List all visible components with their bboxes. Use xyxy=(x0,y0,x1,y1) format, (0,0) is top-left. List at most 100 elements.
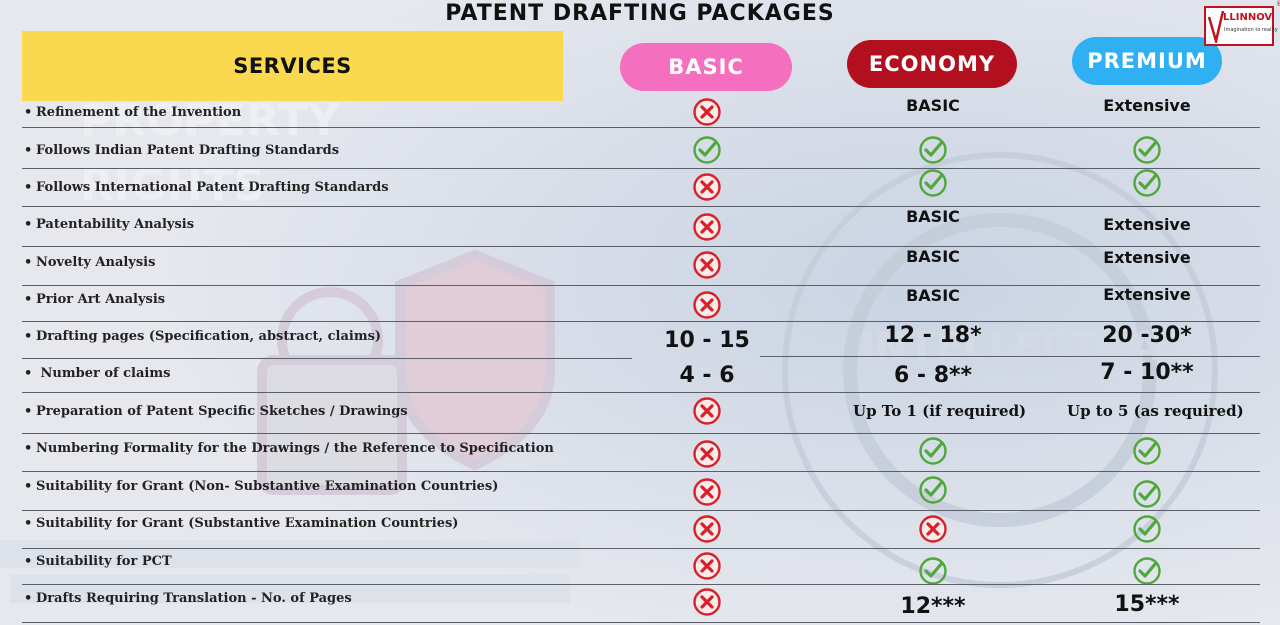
bullet-icon: • xyxy=(24,255,33,270)
premium-value: Extensive xyxy=(1103,248,1191,267)
economy-cell: 12*** xyxy=(853,594,1013,619)
economy-cell xyxy=(853,436,1013,466)
service-label: Refinement of the Invention xyxy=(36,105,242,120)
economy-cell: 6 - 8** xyxy=(853,363,1013,388)
service-label: Prior Art Analysis xyxy=(36,292,166,307)
basic-cell xyxy=(627,587,787,617)
check-icon xyxy=(919,557,947,585)
economy-value: 6 - 8** xyxy=(893,363,973,388)
premium-cell: Extensive xyxy=(1067,248,1227,267)
bullet-icon: • xyxy=(24,329,33,344)
basic-cell xyxy=(627,439,787,469)
economy-cell: 12 - 18* xyxy=(853,323,1013,348)
service-name: • Novelty Analysis xyxy=(24,255,155,270)
check-icon xyxy=(919,437,947,465)
economy-value: BASIC xyxy=(906,286,960,305)
premium-cell xyxy=(1067,479,1227,509)
economy-cell xyxy=(853,475,1013,505)
check-icon xyxy=(693,136,721,164)
premium-value: Extensive xyxy=(1103,215,1191,234)
check-icon xyxy=(1133,437,1161,465)
basic-cell xyxy=(627,250,787,280)
bullet-icon: • xyxy=(24,105,33,120)
economy-value: 12*** xyxy=(900,594,966,619)
row-divider xyxy=(22,168,1260,169)
page-title: PATENT DRAFTING PACKAGES xyxy=(445,1,835,26)
bullet-icon: • xyxy=(24,441,33,456)
service-name: • Drafts Requiring Translation - No. of P… xyxy=(24,591,352,606)
basic-value: 10 - 15 xyxy=(664,328,750,353)
service-label: Suitability for Grant (Substantive Exami… xyxy=(36,516,459,531)
basic-cell xyxy=(627,290,787,320)
company-logo: LLINNOV Imagination to reality ® xyxy=(1204,0,1280,46)
svg-text:PROPERTY: PROPERTY xyxy=(80,95,341,146)
cross-icon xyxy=(693,397,721,425)
economy-value: 12 - 18* xyxy=(884,323,982,348)
premium-cell: 20 -30* xyxy=(1067,323,1227,348)
premium-cell: Extensive xyxy=(1067,285,1227,304)
row-divider xyxy=(22,584,1260,585)
basic-cell xyxy=(627,551,787,581)
service-name: • Patentability Analysis xyxy=(24,217,194,232)
service-name: • Numbering Formality for the Drawings / … xyxy=(24,441,554,456)
row-divider xyxy=(22,206,1260,207)
cross-icon xyxy=(693,552,721,580)
premium-value: 20 -30* xyxy=(1102,323,1192,348)
logo-tagline: Imagination to reality xyxy=(1224,27,1278,33)
row-divider xyxy=(22,321,1260,322)
economy-value: BASIC xyxy=(906,247,960,266)
basic-cell xyxy=(627,135,787,165)
service-label: Suitability for PCT xyxy=(36,554,172,569)
service-name: • Suitability for PCT xyxy=(24,554,172,569)
check-icon xyxy=(1133,169,1161,197)
basic-cell xyxy=(627,172,787,202)
basic-value: 4 - 6 xyxy=(679,363,735,388)
svg-text:INTELLECTUAL: INTELLECTUAL xyxy=(860,324,1186,370)
premium-cell: 7 - 10** xyxy=(1067,360,1227,385)
check-icon xyxy=(919,169,947,197)
row-divider xyxy=(22,471,1260,472)
bullet-icon: • xyxy=(24,516,33,531)
economy-cell xyxy=(853,556,1013,586)
premium-cell: Up to 5 (as required) xyxy=(1067,402,1244,420)
bullet-icon: • xyxy=(24,404,33,419)
service-label: Preparation of Patent Specific Sketches … xyxy=(36,404,408,419)
bullet-icon: • xyxy=(24,554,33,569)
economy-value: BASIC xyxy=(906,207,960,226)
bullet-icon: • xyxy=(24,292,33,307)
service-label: Number of claims xyxy=(36,366,171,381)
cross-icon xyxy=(693,98,721,126)
economy-package-header: ECONOMY xyxy=(847,40,1017,88)
service-name: • Preparation of Patent Specific Sketches… xyxy=(24,404,408,419)
premium-cell xyxy=(1067,556,1227,586)
row-divider xyxy=(22,433,1260,434)
economy-cell xyxy=(853,168,1013,198)
premium-cell xyxy=(1067,135,1227,165)
cross-icon xyxy=(919,515,947,543)
row-divider xyxy=(760,356,1260,357)
basic-package-header: BASIC xyxy=(620,43,792,91)
premium-value: Extensive xyxy=(1103,285,1191,304)
service-label: Numbering Formality for the Drawings / t… xyxy=(36,441,554,456)
basic-cell xyxy=(627,477,787,507)
service-label: Drafts Requiring Translation - No. of Pa… xyxy=(36,591,352,606)
premium-cell xyxy=(1067,168,1227,198)
basic-cell xyxy=(627,97,787,127)
check-icon xyxy=(1133,480,1161,508)
cross-icon xyxy=(693,515,721,543)
cross-icon xyxy=(693,251,721,279)
economy-cell: BASIC xyxy=(853,286,1013,305)
logo-registered-mark: ® xyxy=(1276,0,1280,8)
row-divider xyxy=(22,510,1260,511)
economy-value: BASIC xyxy=(906,96,960,115)
economy-cell: BASIC xyxy=(853,207,1013,226)
cross-icon xyxy=(693,213,721,241)
row-divider xyxy=(22,358,632,359)
service-label: Patentability Analysis xyxy=(36,217,195,232)
premium-value: 15*** xyxy=(1114,592,1180,617)
premium-value: Up to 5 (as required) xyxy=(1067,402,1244,420)
service-label: Drafting pages (Specification, abstract,… xyxy=(36,329,382,344)
service-name: • Refinement of the Invention xyxy=(24,105,241,120)
economy-cell: BASIC xyxy=(853,96,1013,115)
